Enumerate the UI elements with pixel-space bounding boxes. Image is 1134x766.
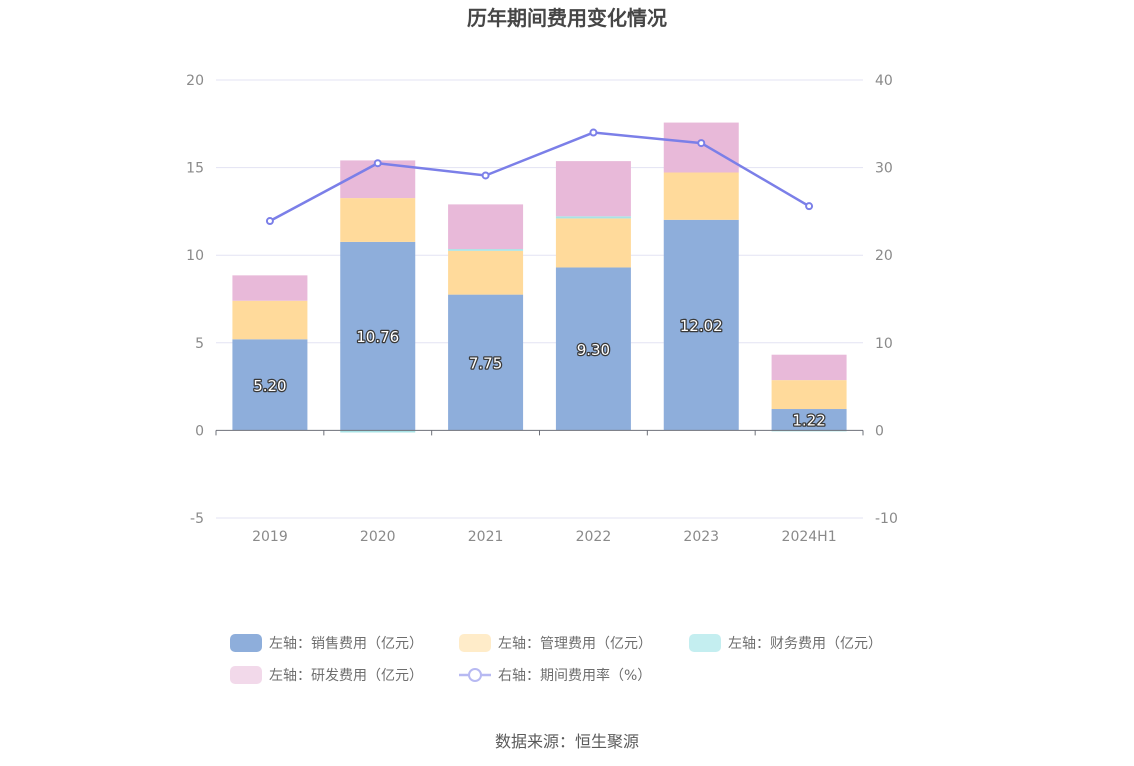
right-axis-tick-label: 20 — [875, 248, 893, 264]
right-axis-tick-label: 0 — [875, 423, 884, 439]
legend-label: 左轴：财务费用（亿元） — [728, 636, 882, 652]
chart-title: 历年期间费用变化情况 — [467, 6, 667, 30]
grid-lines — [216, 79, 863, 519]
source-note: 数据来源：恒生聚源 — [495, 732, 639, 751]
legend-label: 左轴：研发费用（亿元） — [269, 668, 423, 684]
legend-rnd[interactable]: 左轴：研发费用（亿元） — [230, 666, 423, 684]
x-axis-categories: 2019 2020 2021 2022 2023 2024H1 — [252, 529, 837, 545]
left-axis-tick-label: -5 — [190, 511, 204, 527]
sales-data-label: 1.22 — [792, 412, 825, 430]
x-axis-category-label: 2022 — [576, 529, 612, 545]
legend-sales[interactable]: 左轴：销售费用（亿元） — [230, 634, 423, 652]
rnd-expense-bar[interactable] — [771, 354, 847, 381]
sales-data-label: 10.76 — [356, 328, 399, 346]
x-axis-line — [215, 429, 864, 436]
rnd-expense-bar[interactable] — [448, 204, 524, 250]
x-axis-category-label: 2021 — [468, 529, 504, 545]
sales-expense-bar[interactable] — [232, 339, 308, 431]
rnd-expense-bar[interactable] — [555, 161, 631, 217]
sales-data-label: 12.02 — [680, 317, 723, 335]
legend-marker-icon — [468, 668, 482, 682]
x-axis-category-label: 2020 — [360, 529, 396, 545]
left-axis-tick-label: 20 — [186, 73, 204, 89]
rate-point[interactable] — [697, 139, 706, 148]
rate-point[interactable] — [265, 217, 274, 226]
legend-swatch-icon — [689, 634, 721, 652]
finance-expense-bar[interactable] — [555, 216, 631, 219]
left-y-axis: -5 0 5 10 15 20 — [186, 73, 204, 527]
sales-expense-bar[interactable] — [771, 409, 847, 431]
x-axis-category-label: 2019 — [252, 529, 288, 545]
legend-label: 右轴：期间费用率（%） — [498, 667, 651, 684]
rate-point[interactable] — [589, 128, 598, 137]
rnd-expense-bar[interactable] — [663, 122, 739, 173]
sales-expense-bar[interactable] — [448, 294, 524, 431]
legend-swatch-icon — [459, 634, 491, 652]
admin-expense-bar[interactable] — [663, 172, 739, 220]
rate-point[interactable] — [373, 159, 382, 168]
right-axis-tick-label: 30 — [875, 161, 893, 177]
sales-expense-bar[interactable] — [663, 219, 739, 431]
rate-line — [269, 131, 810, 223]
admin-expense-bar[interactable] — [232, 300, 308, 340]
right-axis-tick-label: -10 — [875, 511, 898, 527]
legend-rate[interactable]: 右轴：期间费用率（%） — [459, 667, 651, 684]
admin-expense-bar[interactable] — [771, 380, 847, 410]
legend-swatch-icon — [230, 666, 262, 684]
stacked-bars — [232, 122, 847, 433]
admin-expense-bar[interactable] — [340, 198, 416, 242]
legend-label: 左轴：销售费用（亿元） — [269, 636, 423, 652]
legend-admin[interactable]: 左轴：管理费用（亿元） — [459, 634, 652, 652]
admin-expense-bar[interactable] — [555, 218, 631, 268]
left-axis-tick-label: 0 — [195, 423, 204, 439]
legend-swatch-icon — [230, 634, 262, 652]
left-axis-tick-label: 5 — [195, 336, 204, 352]
admin-expense-bar[interactable] — [448, 250, 524, 295]
sales-expense-bar[interactable] — [555, 267, 631, 431]
legend-finance[interactable]: 左轴：财务费用（亿元） — [689, 634, 882, 652]
x-axis-category-label: 2023 — [683, 529, 719, 545]
right-y-axis: -10 0 10 20 30 40 — [875, 73, 898, 527]
rate-line-series — [265, 128, 814, 226]
rate-point[interactable] — [805, 202, 814, 211]
sales-expense-bar[interactable] — [340, 241, 416, 431]
x-axis-category-label: 2024H1 — [782, 529, 837, 545]
left-axis-tick-label: 15 — [186, 161, 204, 177]
legend-label: 左轴：管理费用（亿元） — [498, 636, 652, 652]
rate-point[interactable] — [481, 171, 490, 180]
finance-expense-bar[interactable] — [448, 249, 524, 251]
right-axis-tick-label: 40 — [875, 73, 893, 89]
rnd-expense-bar[interactable] — [232, 275, 308, 301]
finance-expense-bar[interactable] — [340, 430, 416, 433]
legend[interactable]: 左轴：销售费用（亿元） 左轴：管理费用（亿元） 左轴：财务费用（亿元） 左轴：研发费用… — [230, 634, 882, 684]
bar-data-labels: 5.20 10.76 7.75 9.30 12.02 1.22 — [252, 316, 827, 431]
sales-data-label: 5.20 — [253, 377, 286, 395]
sales-data-label: 9.30 — [577, 341, 610, 359]
sales-data-label: 7.75 — [469, 355, 502, 373]
left-axis-tick-label: 10 — [186, 248, 204, 264]
right-axis-tick-label: 10 — [875, 336, 893, 352]
